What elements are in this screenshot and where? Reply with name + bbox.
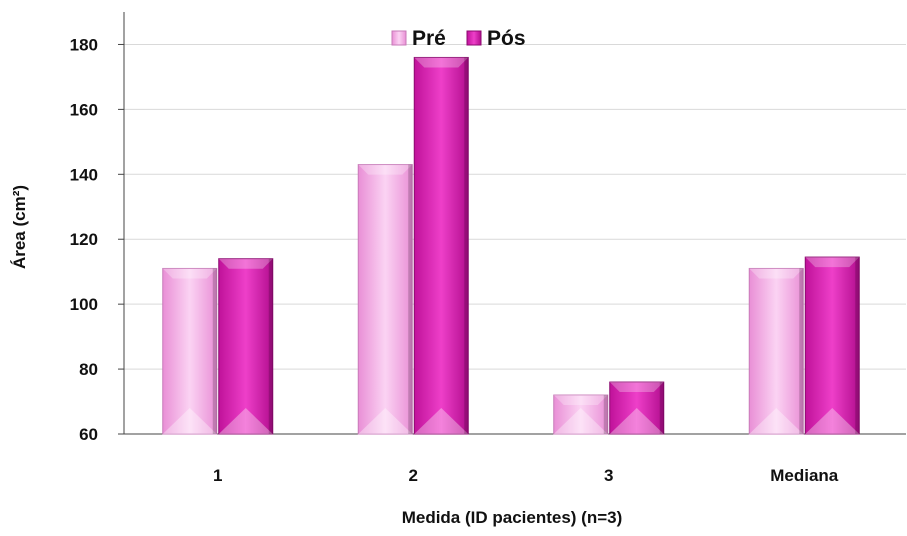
- bar-shadow: [464, 57, 469, 434]
- bar-bevel-bottom: [609, 408, 664, 434]
- y-tick-label: 60: [79, 425, 98, 444]
- bar-bevel-bottom: [805, 408, 860, 434]
- bar-pos-3: [609, 381, 665, 435]
- x-tick-label: 1: [213, 466, 222, 485]
- legend-label-pos: Pós: [487, 27, 526, 50]
- bar-bevel-top: [162, 268, 217, 279]
- bar-body: [357, 164, 413, 435]
- x-tick-label: Mediana: [770, 466, 839, 485]
- bar-pre-3: [553, 394, 609, 435]
- bar-bevel-bottom: [749, 408, 804, 434]
- bar-bevel-top: [749, 268, 804, 279]
- bar-pre-4: [748, 267, 804, 435]
- bar-shadow: [408, 164, 413, 435]
- bar-shadow: [268, 258, 273, 434]
- bar-body: [553, 394, 609, 435]
- bar-shadow: [855, 257, 860, 434]
- bar-body: [748, 267, 804, 435]
- y-axis-title: Área (cm²): [10, 185, 29, 269]
- bar-bevel-bottom: [553, 408, 608, 434]
- bar-bevel-top: [414, 57, 469, 68]
- y-tick-label: 120: [70, 230, 98, 249]
- x-tick-label: 3: [604, 466, 613, 485]
- bar-body: [162, 267, 218, 435]
- bar-pos-2: [413, 56, 469, 435]
- y-tick-label: 160: [70, 100, 98, 119]
- y-tick-label: 140: [70, 165, 98, 184]
- bar-bevel-top: [218, 258, 273, 269]
- bar-shadow: [212, 268, 217, 434]
- y-tick-labels: 60 80 100 120 140 160 180: [70, 35, 98, 444]
- x-tick-label: 2: [409, 466, 418, 485]
- bar-pre-1: [162, 267, 218, 435]
- bar-bevel-top: [805, 257, 860, 268]
- bar-shadow: [603, 395, 608, 434]
- bar-shadow: [799, 268, 804, 434]
- bar-pos-4: [804, 256, 860, 435]
- bar-bevel-top: [553, 395, 608, 406]
- legend-swatch-pos: [466, 30, 482, 46]
- bar-bevel-top: [358, 164, 413, 175]
- legend: Pré Pós: [391, 27, 526, 50]
- bar-shadow: [659, 382, 664, 434]
- bar-bevel-bottom: [414, 408, 469, 434]
- bar-body: [413, 56, 469, 435]
- legend-label-pre: Pré: [412, 27, 446, 50]
- bar-bevel-bottom: [358, 408, 413, 434]
- bar-bevel-top: [609, 382, 664, 393]
- bar-body: [609, 381, 665, 435]
- bar-bevel-bottom: [218, 408, 273, 434]
- x-tick-labels: 1 2 3 Mediana: [213, 466, 839, 485]
- y-tick-label: 80: [79, 360, 98, 379]
- bar-pos-1: [218, 258, 274, 435]
- bar-body: [804, 256, 860, 435]
- bar-pre-2: [357, 164, 413, 435]
- bar-body: [218, 258, 274, 435]
- y-tick-label: 100: [70, 295, 98, 314]
- bars: [162, 56, 860, 435]
- x-axis-title: Medida (ID pacientes) (n=3): [402, 508, 623, 527]
- legend-swatch-pre: [391, 30, 407, 46]
- bar-bevel-bottom: [162, 408, 217, 434]
- y-tick-label: 180: [70, 35, 98, 54]
